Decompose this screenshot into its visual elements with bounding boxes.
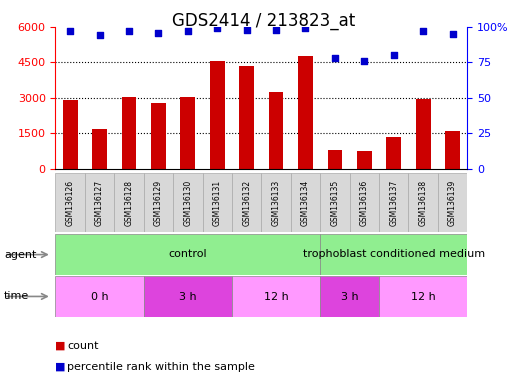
Bar <box>298 56 313 169</box>
Bar <box>269 92 284 169</box>
Bar <box>63 100 78 169</box>
Point <box>242 26 251 33</box>
Bar <box>173 173 203 232</box>
Point <box>213 25 221 31</box>
Point <box>154 30 163 36</box>
Point <box>96 32 104 38</box>
Bar <box>55 234 320 275</box>
Bar <box>85 173 114 232</box>
Bar <box>416 99 430 169</box>
Bar <box>55 276 144 317</box>
Point <box>272 26 280 33</box>
Text: GSM136133: GSM136133 <box>271 179 280 226</box>
Bar <box>350 173 379 232</box>
Text: GSM136136: GSM136136 <box>360 179 369 226</box>
Bar <box>114 173 144 232</box>
Point <box>448 31 457 37</box>
Text: ■: ■ <box>55 341 66 351</box>
Bar <box>55 173 85 232</box>
Text: time: time <box>4 291 30 301</box>
Text: trophoblast conditioned medium: trophoblast conditioned medium <box>303 249 485 260</box>
Point <box>331 55 339 61</box>
Bar <box>445 131 460 169</box>
Bar <box>291 173 320 232</box>
Bar <box>320 234 467 275</box>
Bar <box>320 173 350 232</box>
Bar <box>261 173 291 232</box>
Bar <box>327 150 342 169</box>
Text: percentile rank within the sample: percentile rank within the sample <box>67 362 255 372</box>
Bar <box>379 276 467 317</box>
Bar <box>438 173 467 232</box>
Text: 3 h: 3 h <box>179 291 196 302</box>
Text: count: count <box>67 341 99 351</box>
Text: GSM136127: GSM136127 <box>95 179 104 226</box>
Text: GSM136138: GSM136138 <box>419 179 428 226</box>
Bar <box>144 173 173 232</box>
Text: 12 h: 12 h <box>411 291 436 302</box>
Text: 12 h: 12 h <box>263 291 288 302</box>
Text: 3 h: 3 h <box>341 291 359 302</box>
Bar <box>181 97 195 169</box>
Bar <box>239 66 254 169</box>
Bar <box>210 61 224 169</box>
Text: GSM136137: GSM136137 <box>389 179 398 226</box>
Point <box>125 28 133 34</box>
Point <box>301 25 310 31</box>
Text: GSM136129: GSM136129 <box>154 179 163 226</box>
Text: agent: agent <box>4 250 36 260</box>
Text: 0 h: 0 h <box>91 291 108 302</box>
Text: GSM136128: GSM136128 <box>125 180 134 225</box>
Text: GDS2414 / 213823_at: GDS2414 / 213823_at <box>172 12 356 30</box>
Text: GSM136126: GSM136126 <box>65 179 74 226</box>
Text: control: control <box>168 249 207 260</box>
Bar <box>386 137 401 169</box>
Text: GSM136132: GSM136132 <box>242 179 251 226</box>
Bar <box>121 97 136 169</box>
Point <box>390 52 398 58</box>
Bar <box>203 173 232 232</box>
Bar <box>357 151 372 169</box>
Text: GSM136135: GSM136135 <box>331 179 340 226</box>
Bar <box>409 173 438 232</box>
Text: GSM136139: GSM136139 <box>448 179 457 226</box>
Text: GSM136131: GSM136131 <box>213 179 222 226</box>
Text: GSM136130: GSM136130 <box>183 179 192 226</box>
Bar <box>379 173 409 232</box>
Point <box>419 28 427 34</box>
Bar <box>320 276 379 317</box>
Point <box>66 28 74 34</box>
Bar <box>144 276 232 317</box>
Text: ■: ■ <box>55 362 66 372</box>
Point <box>184 28 192 34</box>
Bar <box>232 173 261 232</box>
Point <box>360 58 369 64</box>
Bar <box>92 129 107 169</box>
Bar <box>151 103 166 169</box>
Text: GSM136134: GSM136134 <box>301 179 310 226</box>
Bar <box>232 276 320 317</box>
